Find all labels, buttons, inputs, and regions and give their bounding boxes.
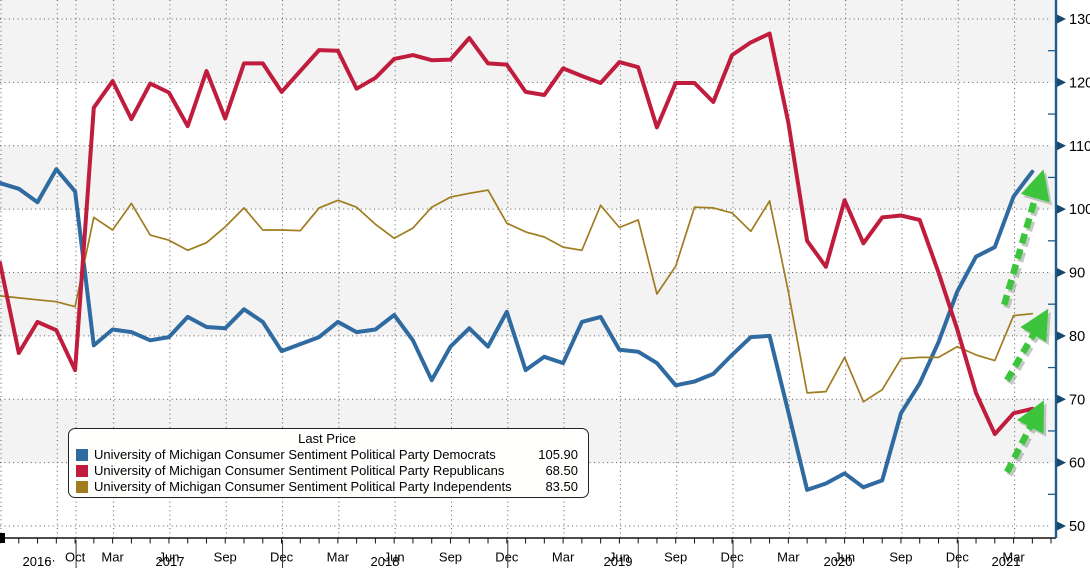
y-tick-label: 60 <box>1069 456 1085 472</box>
x-year-label: 2020 <box>824 554 853 569</box>
x-tick-label: Mar <box>1002 550 1025 565</box>
up-arrow-icon-1 <box>1004 308 1049 382</box>
y-tick-label: 80 <box>1069 329 1085 345</box>
x-tick-label: Jun <box>834 550 855 565</box>
legend-row-0: University of Michigan Consumer Sentimen… <box>76 447 578 463</box>
x-tick-label: Oct <box>65 550 86 565</box>
x-tick-label: Sep <box>889 550 912 565</box>
x-tick-label: Mar <box>101 550 124 565</box>
x-year-label: 2019 <box>604 554 633 569</box>
legend-series-label: University of Michigan Consumer Sentimen… <box>94 447 496 462</box>
y-tick-label: 50 <box>1069 519 1085 535</box>
series-line-2 <box>0 189 1034 403</box>
y-tick-label: 120 <box>1069 75 1090 91</box>
y-tick-arrow-icon <box>1057 204 1066 214</box>
up-arrow-icon-0 <box>1001 169 1050 306</box>
y-tick-label: 70 <box>1069 392 1085 408</box>
x-tick-label: Dec <box>270 550 294 565</box>
x-axis-ellipsis: ... <box>45 550 56 565</box>
x-tick-label: Mar <box>327 550 350 565</box>
x-year-label: 2018 <box>371 554 400 569</box>
series-lines <box>0 31 1035 492</box>
y-tick-arrow-icon <box>1057 521 1066 531</box>
x-tick-label: Dec <box>720 550 744 565</box>
x-year-label: 2021 <box>992 554 1021 569</box>
x-axis: Oct Mar Jun Sep Dec Mar Jun Sep Dec Mar Jun Sep Dec M… <box>0 533 1056 569</box>
legend-rows: University of Michigan Consumer Sentimen… <box>76 447 578 495</box>
x-tick-label: Mar <box>777 550 800 565</box>
trend-up-arrows <box>1001 169 1053 477</box>
legend: Last Price University of Michigan Consum… <box>68 428 589 498</box>
y-tick-label: 130 <box>1069 12 1090 28</box>
legend-series-value: 68.50 <box>545 463 578 478</box>
y-tick-arrow-icon <box>1057 458 1066 468</box>
y-tick-arrow-icon <box>1057 268 1066 277</box>
x-tick-label: Jun <box>609 550 630 565</box>
x-tick-label: Sep <box>439 550 462 565</box>
x-axis-endcap <box>0 533 5 543</box>
legend-series-value: 83.50 <box>545 479 578 494</box>
y-tick-arrow-icon <box>1057 77 1066 87</box>
legend-series-label: University of Michigan Consumer Sentimen… <box>94 463 505 478</box>
legend-row-1: University of Michigan Consumer Sentimen… <box>76 463 578 479</box>
x-tick-label: Jun <box>158 550 179 565</box>
legend-title: Last Price <box>298 431 356 446</box>
x-tick-label: Sep <box>664 550 687 565</box>
x-tick-label: Jun <box>384 550 405 565</box>
legend-swatch-icon <box>76 465 88 477</box>
x-tick-label: Mar <box>552 550 575 565</box>
background-bands <box>0 0 1056 463</box>
y-tick-label: 110 <box>1069 139 1090 155</box>
x-year-label: 2017 <box>156 554 185 569</box>
gridlines <box>0 0 1050 538</box>
y-tick-arrow-icon <box>1057 141 1066 151</box>
y-tick-arrow-icon <box>1057 14 1066 24</box>
x-tick-label: Dec <box>495 550 519 565</box>
legend-row-2: University of Michigan Consumer Sentimen… <box>76 479 578 495</box>
x-year-label: 2016 <box>23 554 52 569</box>
up-arrow-icon-2 <box>1004 400 1044 474</box>
legend-swatch-icon <box>76 449 88 461</box>
y-tick-arrow-icon <box>1057 394 1066 404</box>
y-axis: 130 120 110 100 90 80 70 60 50 <box>1048 0 1090 538</box>
x-tick-label: Dec <box>946 550 970 565</box>
series-line-0 <box>0 167 1035 492</box>
x-tick-label: Sep <box>214 550 237 565</box>
series-line-1 <box>0 31 1035 437</box>
legend-swatch-icon <box>76 481 88 493</box>
y-tick-label: 90 <box>1069 266 1085 282</box>
legend-series-value: 105.90 <box>538 447 578 462</box>
legend-series-label: University of Michigan Consumer Sentimen… <box>94 479 512 494</box>
y-tick-arrow-icon <box>1057 331 1066 341</box>
y-tick-label: 100 <box>1069 202 1090 218</box>
